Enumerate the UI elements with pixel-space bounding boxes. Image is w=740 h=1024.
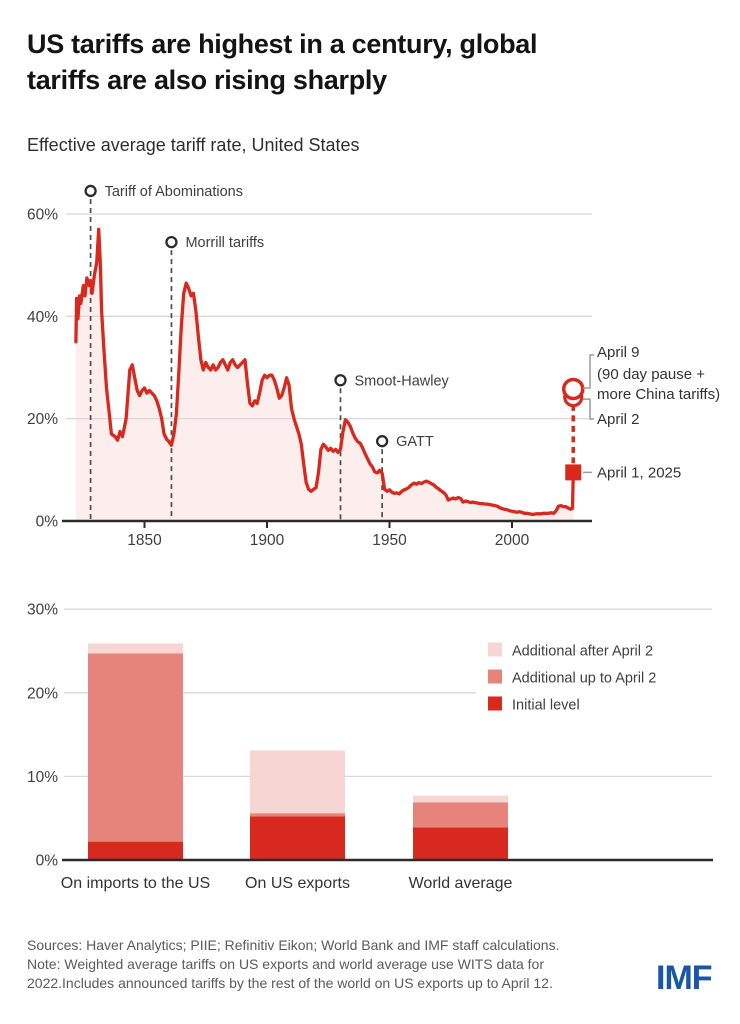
legend-background [476, 633, 722, 718]
bar-chart-tariff-levels: 0% 10% 20% 30% On imports to the US On US exp… [27, 602, 722, 892]
bar-segment [250, 813, 345, 817]
april9-label: April 9 [597, 344, 640, 361]
april9-sublabel-2: more China tariffs) [597, 386, 720, 403]
chart-subtitle: Effective average tariff rate, United St… [27, 135, 360, 155]
event-label: Morrill tariffs [185, 235, 264, 251]
legend-swatch [488, 696, 502, 711]
bar-segment [413, 802, 508, 828]
note-line-2: 2022.Includes announced tariffs by the r… [27, 975, 553, 991]
page-title: US tariffs are highest in a century, glo… [27, 26, 667, 98]
label-connector-april9 [583, 354, 594, 389]
source-line: Sources: Haver Analytics; PIIE; Refiniti… [27, 937, 560, 953]
legend-label: Additional after April 2 [512, 644, 653, 660]
page-title-line2: tariffs are also rising sharply [27, 65, 387, 95]
x-axis-label: 1950 [372, 532, 407, 549]
event-marker-circle [375, 435, 389, 448]
bar-segment [413, 827, 508, 860]
x-axis-label: 1900 [250, 532, 285, 549]
bar-segment [88, 841, 183, 860]
x-axis-label: 2000 [495, 532, 530, 549]
label-connector-april2 [583, 398, 594, 420]
y-axis-label: 0% [36, 853, 59, 870]
note-line-1: Note: Weighted average tariffs on US exp… [27, 956, 544, 972]
y-axis-label: 40% [27, 309, 58, 326]
april2-label: April 2 [597, 411, 640, 428]
bar-segment [88, 643, 183, 654]
bar-segment [250, 750, 345, 814]
x-axis-label: 1850 [127, 532, 162, 549]
imf-logo: IMF [656, 959, 713, 997]
bar-segment [413, 795, 508, 803]
event-marker-circle [334, 374, 347, 387]
tariff-area-fill [75, 229, 574, 522]
april9-circle-marker [562, 377, 585, 401]
y-axis-label: 60% [27, 206, 58, 223]
y-axis-label: 20% [27, 411, 58, 428]
y-axis-label: 10% [27, 769, 58, 786]
category-label: World average [409, 875, 513, 892]
event-marker-circle [165, 235, 178, 249]
event-label: Smoot-Hawley [355, 373, 450, 389]
bar-segment [88, 653, 183, 842]
page-title-line1: US tariffs are highest in a century, glo… [27, 29, 538, 59]
bar-segment [250, 816, 345, 860]
legend-label: Additional up to April 2 [512, 671, 656, 687]
event-label: Tariff of Abominations [105, 184, 243, 200]
tariff-line [74, 227, 575, 516]
line-chart-tariff-history: 0% 20% 40% 60% Tariff of Abominations Morrill… [27, 184, 720, 549]
event-label: GATT [396, 434, 434, 450]
category-label: On US exports [245, 875, 350, 892]
y-axis-label: 20% [27, 685, 58, 702]
april9-sublabel-1: (90 day pause + [597, 366, 705, 383]
legend-swatch [488, 642, 502, 657]
april1-label: April 1, 2025 [597, 464, 681, 481]
legend-swatch [488, 669, 502, 684]
y-axis-label: 0% [36, 514, 59, 531]
y-axis-label: 30% [27, 602, 58, 619]
event-marker-circle [84, 184, 97, 198]
category-label: On imports to the US [61, 875, 210, 892]
april1-square-marker [565, 464, 582, 481]
legend-label: Initial level [512, 698, 580, 714]
source-note: Sources: Haver Analytics; PIIE; Refiniti… [27, 936, 627, 993]
